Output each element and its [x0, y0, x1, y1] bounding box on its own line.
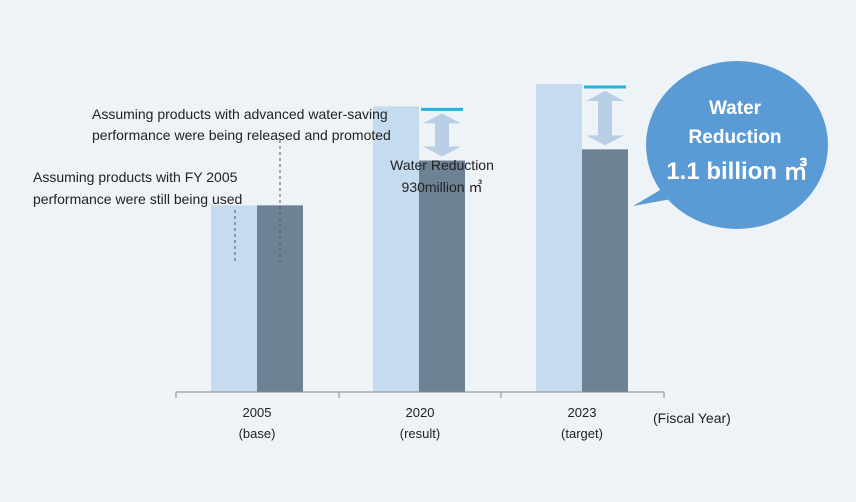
bubble-line1: Water — [709, 98, 762, 119]
bar-advanced-performance-2020 — [419, 160, 465, 392]
tick-label-2005: 2005 — [243, 405, 272, 420]
annotation-advanced-line2: performance were being released and prom… — [92, 127, 391, 143]
reduction-double-arrow-2020 — [423, 113, 461, 157]
bar-fy2005-performance-2020 — [373, 106, 419, 393]
bar-advanced-performance-2023 — [582, 149, 628, 392]
reduction-bubble: Water Reduction 1.1 billion ㎥ — [633, 61, 828, 229]
tick-sublabel-2005: (base) — [239, 426, 276, 441]
reduction-markers — [421, 85, 626, 157]
bar-advanced-performance-2005 — [257, 205, 303, 392]
bar-fy2005-performance-2023 — [536, 84, 582, 392]
annotation-fy2005-line2: performance were still being used — [33, 191, 242, 207]
bubble-line3: 1.1 billion ㎥ — [666, 157, 807, 185]
tick-sublabel-2023: (target) — [561, 426, 603, 441]
annotation-reduction-2020-line2: 930million ㎥ — [402, 179, 483, 195]
annotation-reduction-2020-line1: Water Reduction — [390, 157, 494, 173]
annotation-advanced-line1: Assuming products with advanced water-sa… — [92, 106, 388, 122]
tick-sublabel-2020: (result) — [400, 426, 440, 441]
annotation-fy2005-line1: Assuming products with FY 2005 — [33, 169, 238, 185]
tick-label-2023: 2023 — [568, 405, 597, 420]
bars — [211, 84, 628, 393]
tick-label-2020: 2020 — [406, 405, 435, 420]
bar-fy2005-performance-2005 — [211, 205, 257, 392]
reduction-double-arrow-2023 — [586, 91, 624, 146]
bubble-body — [646, 61, 828, 229]
x-axis-label: (Fiscal Year) — [653, 410, 731, 426]
bubble-line2: Reduction — [689, 127, 782, 148]
